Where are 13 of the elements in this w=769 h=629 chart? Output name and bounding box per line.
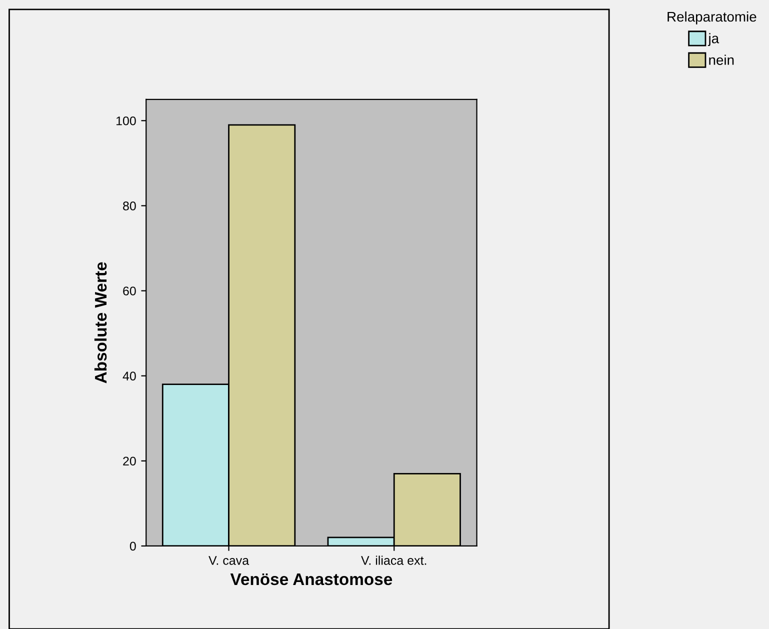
legend-title: Relaparatomie: [668, 11, 756, 24]
x-axis-title: Venöse Anastomose: [230, 573, 392, 586]
y-tick-label: 20: [123, 456, 136, 466]
y-tick-label: 0: [130, 542, 136, 551]
y-tick-label: 40: [122, 372, 136, 380]
legend-label: nein: [709, 54, 734, 65]
x-tick-label: V. iliaca ext.: [361, 556, 426, 565]
legend-label: ja: [708, 33, 720, 46]
x-tick-label: V. cava: [208, 556, 250, 565]
y-tick-label: 60: [123, 286, 136, 296]
y-tick-label: 100: [116, 116, 136, 126]
y-tick-label: 80: [123, 202, 136, 210]
y-axis-title: Absolute Werte: [94, 262, 107, 384]
